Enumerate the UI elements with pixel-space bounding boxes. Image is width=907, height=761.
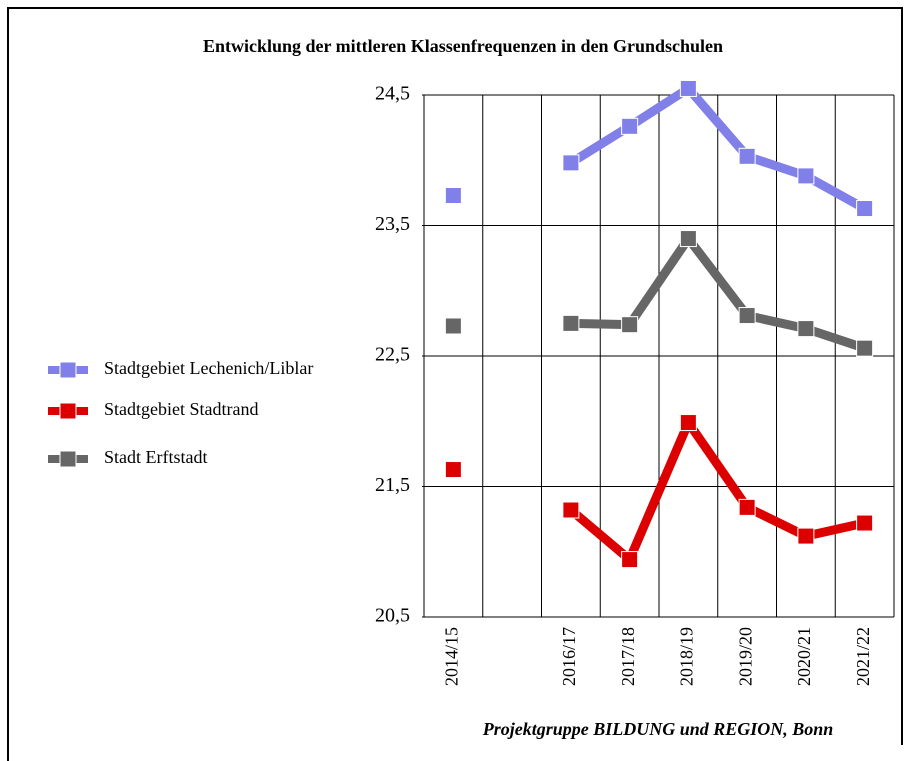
marker (738, 307, 756, 325)
marker (679, 414, 697, 432)
marker (738, 147, 756, 165)
marker (621, 117, 639, 135)
x-tick-label: 2016/17 (559, 627, 579, 686)
x-tick-label: 2018/19 (677, 627, 697, 686)
marker (856, 514, 874, 532)
x-tick-label: 2017/18 (618, 627, 638, 686)
marker (621, 316, 639, 334)
y-tick-label: 22,5 (375, 344, 410, 366)
marker (797, 527, 815, 545)
y-tick-label: 24,5 (375, 83, 410, 105)
chart-title: Entwicklung der mittleren Klassenfrequen… (203, 36, 723, 56)
marker (562, 314, 580, 332)
marker (856, 339, 874, 357)
source-note: Projektgruppe BILDUNG und REGION, Bonn (482, 719, 834, 739)
x-tick-label: 2021/22 (853, 627, 873, 686)
marker (679, 79, 697, 97)
marker (562, 154, 580, 172)
legend-marker (59, 402, 77, 420)
marker (738, 498, 756, 516)
marker (562, 501, 580, 519)
marker (621, 551, 639, 569)
marker (679, 230, 697, 248)
x-tick-label: 2019/20 (735, 627, 755, 686)
frame (7, 7, 903, 761)
marker (856, 200, 874, 218)
y-tick-label: 21,5 (375, 474, 410, 496)
x-tick-label: 2020/21 (794, 627, 814, 686)
marker (444, 186, 462, 204)
y-tick-label: 20,5 (375, 605, 410, 627)
series-line (568, 83, 867, 213)
legend-marker (59, 450, 77, 468)
series-line (570, 234, 867, 353)
legend-label: Stadtgebiet Stadtrand (104, 399, 258, 419)
x-tick-label: 2014/15 (442, 627, 462, 686)
marker (444, 461, 462, 479)
y-tick-label: 23,5 (375, 213, 410, 235)
legend-label: Stadt Erftstadt (104, 447, 207, 467)
legend-label: Stadtgebiet Lechenich/Liblar (104, 358, 313, 378)
marker (797, 167, 815, 185)
legend-marker (59, 361, 77, 379)
series-line (567, 418, 866, 565)
marker (444, 317, 462, 335)
marker (797, 320, 815, 338)
